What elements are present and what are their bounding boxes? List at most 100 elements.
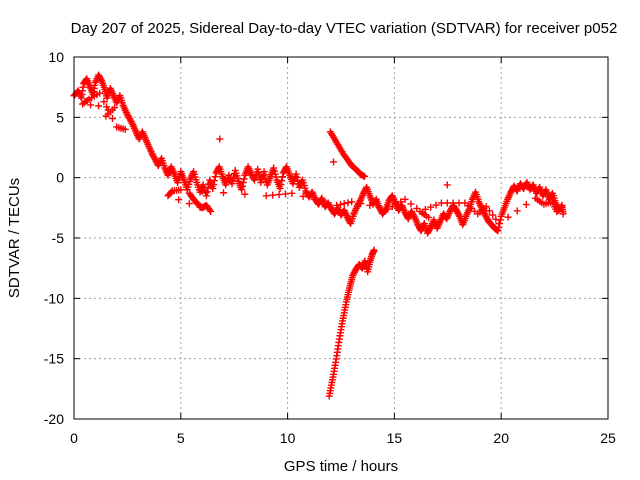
data-point <box>277 181 285 189</box>
data-point <box>557 204 565 212</box>
data-point <box>355 198 363 206</box>
data-point <box>322 198 330 206</box>
data-point <box>416 207 424 215</box>
y-tick-label: -10 <box>44 290 64 306</box>
data-point <box>288 189 296 197</box>
data-point <box>97 76 105 84</box>
data-point <box>513 207 521 215</box>
data-point <box>128 119 136 127</box>
series-descending-segment <box>326 128 368 180</box>
data-point <box>230 173 238 181</box>
data-point <box>260 168 268 176</box>
data-point <box>96 89 104 97</box>
data-point <box>522 201 530 209</box>
x-tick-label: 15 <box>387 430 403 446</box>
data-point <box>348 198 356 206</box>
series-rising-segment <box>325 246 378 400</box>
series-lower-cluster <box>79 89 565 228</box>
data-point <box>239 178 247 186</box>
data-point <box>100 98 108 106</box>
data-point <box>443 181 451 189</box>
data-point <box>492 215 500 223</box>
data-point <box>275 191 283 199</box>
grid <box>74 57 608 419</box>
data-point <box>238 186 246 194</box>
data-point <box>216 135 224 143</box>
data-point <box>175 196 183 204</box>
data-point <box>397 198 405 206</box>
data-point <box>482 203 490 211</box>
y-tick-label: -5 <box>52 230 65 246</box>
data-point <box>240 175 248 183</box>
y-tick-label: 5 <box>56 109 64 125</box>
data-point <box>121 125 129 133</box>
y-tick-label: 10 <box>48 49 64 65</box>
data-point <box>211 173 219 181</box>
data-point <box>185 200 193 208</box>
data-point <box>432 201 440 209</box>
data-point <box>111 104 119 112</box>
data-point <box>330 158 338 166</box>
data-point <box>489 211 497 219</box>
data-point <box>255 172 263 180</box>
data-point <box>254 169 262 177</box>
data-point <box>278 177 286 185</box>
data-point <box>293 173 301 181</box>
data-point <box>198 187 206 195</box>
data-point <box>401 195 409 203</box>
data-point <box>437 199 445 207</box>
chart-title: Day 207 of 2025, Sidereal Day-to-day VTE… <box>71 20 618 37</box>
data-point <box>449 199 457 207</box>
data-point <box>393 200 401 208</box>
data-point <box>504 213 512 221</box>
data-point <box>220 189 228 197</box>
data-point <box>384 205 392 213</box>
x-tick-label: 10 <box>280 430 296 446</box>
data-point <box>209 185 217 193</box>
y-axis-title: SDTVAR / TECUs <box>6 178 23 298</box>
data-point <box>279 173 287 181</box>
y-tick-label: -20 <box>44 411 64 427</box>
data-point <box>104 106 112 114</box>
x-tick-label: 0 <box>70 430 78 446</box>
data-point <box>427 203 435 211</box>
data-point <box>357 200 365 208</box>
data-point <box>229 176 237 184</box>
data-point <box>177 186 185 194</box>
data-point <box>206 206 214 214</box>
y-tick-label: -15 <box>44 351 64 367</box>
data-point <box>196 204 204 212</box>
data-point <box>494 227 502 235</box>
data-point <box>299 192 307 200</box>
data-point <box>426 225 434 233</box>
data-point <box>407 200 415 208</box>
data-point <box>443 199 451 207</box>
data-point <box>370 246 378 254</box>
data-point <box>250 175 258 183</box>
x-axis-title: GPS time / hours <box>284 458 398 475</box>
x-tick-label: 25 <box>600 430 616 446</box>
x-tick-label: 20 <box>493 430 509 446</box>
data-point <box>269 191 277 199</box>
series-main-trace <box>70 71 567 237</box>
data-point <box>281 190 289 198</box>
data-point <box>103 103 111 111</box>
data-point <box>410 212 418 220</box>
data-marks <box>70 71 567 400</box>
data-point <box>87 101 95 109</box>
data-point <box>375 203 383 211</box>
data-point <box>421 205 429 213</box>
data-point <box>455 211 463 219</box>
data-point <box>340 200 348 208</box>
data-point <box>228 180 236 188</box>
data-point <box>556 205 564 213</box>
data-point <box>108 115 116 123</box>
tick-labels: 0 5 10 15 20 25 -20 -15 -10 -5 0 5 10 <box>44 49 616 446</box>
data-point <box>262 192 270 200</box>
data-point <box>210 177 218 185</box>
data-point <box>276 185 284 193</box>
data-point <box>333 201 341 209</box>
data-point <box>207 207 215 215</box>
data-point <box>241 190 249 198</box>
